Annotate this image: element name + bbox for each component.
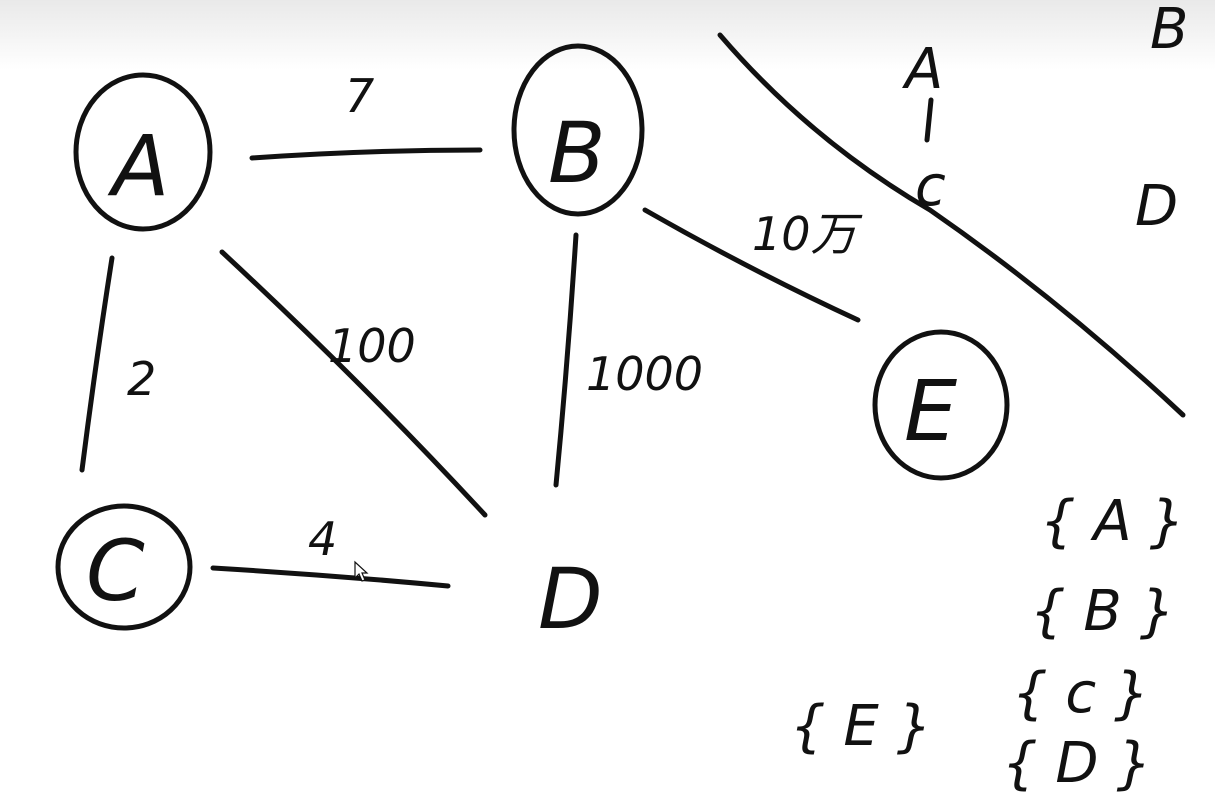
node-d-label: D — [538, 550, 603, 648]
node-b-circle — [511, 43, 645, 217]
note-tree-link — [924, 97, 934, 143]
note-tree-c: c — [915, 154, 946, 219]
note-set-d: { D } — [1002, 731, 1152, 795]
edge-b-d — [553, 232, 579, 488]
node-b-label: B — [548, 104, 606, 202]
separator-curve — [717, 32, 1186, 418]
edge-weight-a-d: 100 — [328, 319, 416, 373]
node-c-circle — [55, 503, 193, 631]
edge-weight-b-d: 1000 — [586, 347, 703, 401]
edge-weight-a-c: 2 — [127, 352, 156, 406]
node-e-label: E — [904, 362, 957, 460]
node-e-circle — [872, 329, 1010, 481]
edge-b-e — [642, 207, 861, 323]
edge-a-d — [219, 249, 488, 518]
node-a-label: A — [107, 117, 169, 215]
edge-c-d — [210, 565, 451, 589]
mouse-cursor-icon — [354, 560, 369, 582]
note-set-b: { B } — [1030, 579, 1175, 644]
edge-weight-b-e: 10万 — [752, 207, 863, 261]
node-a-circle — [73, 72, 213, 232]
node-c-label: C — [86, 522, 145, 620]
note-set-e: { E } — [790, 694, 932, 759]
note-set-c: { c } — [1012, 661, 1150, 726]
note-top-right-b: B — [1150, 0, 1188, 62]
edge-a-c — [79, 255, 115, 473]
edge-weight-c-d: 4 — [308, 512, 337, 566]
note-tree-a: A — [902, 37, 943, 102]
edge-weight-a-b: 7 — [345, 69, 374, 123]
note-tree-d: D — [1135, 174, 1178, 239]
note-set-a: { A } — [1040, 489, 1185, 554]
edge-a-b — [249, 147, 483, 161]
